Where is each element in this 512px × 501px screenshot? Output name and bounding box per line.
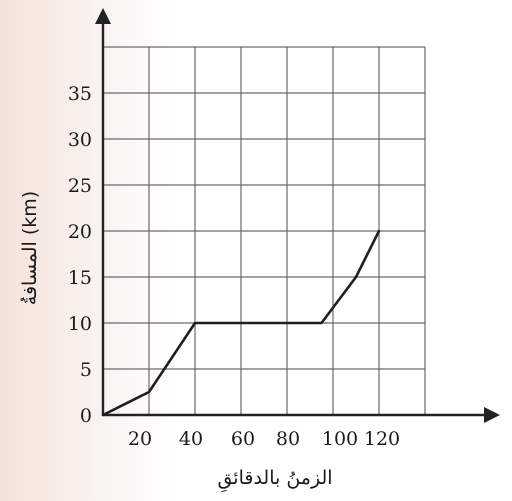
- x-axis-label: الزمنُ بالدقائقِ: [217, 467, 332, 493]
- x-axis-arrow: [484, 407, 500, 423]
- y-tick-label: 0: [80, 405, 92, 427]
- y-tick-label: 35: [68, 83, 92, 105]
- x-tick-label: 40: [179, 428, 203, 450]
- grid: [103, 46, 426, 415]
- x-tick-label: 60: [231, 428, 255, 450]
- series-layer: [101, 229, 381, 417]
- y-tick-label: 20: [68, 221, 92, 243]
- x-tick-label: 80: [276, 428, 300, 450]
- y-tick-label: 30: [68, 129, 92, 151]
- axes: [95, 8, 500, 423]
- x-tick-label: 100: [322, 428, 358, 450]
- x-tick-label: 20: [128, 428, 152, 450]
- y-tick-label: 10: [68, 313, 92, 335]
- y-tick-label: 5: [80, 359, 92, 381]
- x-tick-label: 120: [364, 428, 400, 450]
- y-axis-label: المسافةُ (km): [19, 191, 41, 305]
- left-background-band: [0, 0, 175, 501]
- y-tick-label: 15: [68, 267, 92, 289]
- y-axis-arrow: [95, 8, 111, 24]
- tick-labels: 20 40 60 80 100 120 0 5 10 15 20 25 30 35: [68, 83, 400, 450]
- distance-series-line: [101, 229, 381, 417]
- y-tick-label: 25: [68, 175, 92, 197]
